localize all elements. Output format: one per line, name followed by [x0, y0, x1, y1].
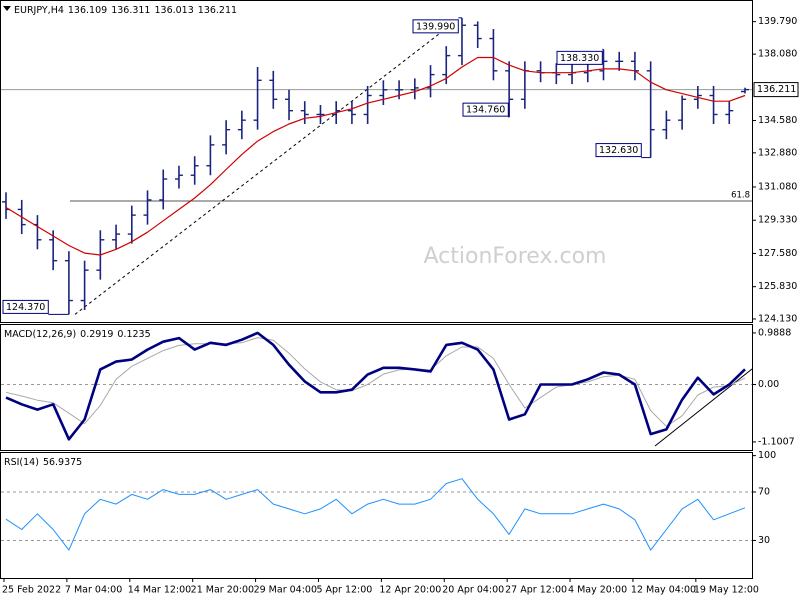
- y-tick-label: 132.880: [758, 147, 797, 158]
- panel-header: MACD(12,26,9) 0.2919 0.1235: [4, 329, 151, 340]
- annotation-label: 132.630: [599, 145, 638, 156]
- y-tick-label: 125.830: [758, 281, 797, 292]
- symbol-marker: [3, 6, 11, 11]
- rsi-panel: [0, 452, 753, 579]
- y-tick-label: 100: [758, 450, 776, 461]
- header-value: 136.013: [154, 5, 193, 16]
- header-value: 136.109: [68, 5, 107, 16]
- price-panel: [0, 0, 753, 323]
- current-price-box: [753, 82, 799, 98]
- macd-line: [5, 331, 746, 441]
- x-tick-label: 20 Apr 04:00: [442, 585, 504, 596]
- y-tick-label: 30: [758, 535, 770, 546]
- panel-header: EURJPY,H4 136.109 136.311 136.013 136.211: [14, 5, 237, 16]
- indicator-name: EURJPY,H4: [14, 5, 64, 16]
- x-tick-label: 5 Apr 12:00: [316, 585, 372, 596]
- header-value: 136.311: [111, 5, 150, 16]
- indicator-name: RSI(14): [4, 457, 39, 468]
- annotation-label: 139.990: [416, 21, 455, 32]
- x-tick-label: 14 Mar 12:00: [128, 585, 191, 596]
- y-tick-label: 124.130: [758, 313, 797, 324]
- annotation-box: [595, 143, 642, 158]
- x-tick-label: 19 May 12:00: [694, 585, 759, 596]
- header-value: 56.9375: [43, 457, 82, 468]
- moving-average: [5, 56, 746, 256]
- y-tick-label: 127.580: [758, 248, 797, 259]
- y-tick-label: 139.790: [758, 16, 797, 27]
- y-tick-label: 131.080: [758, 182, 797, 193]
- fib-level-label: 61.8: [731, 191, 750, 201]
- annotation-label: 138.330: [560, 53, 599, 64]
- x-tick-label: 12 May 04:00: [631, 585, 696, 596]
- y-tick-label: 70: [758, 486, 770, 497]
- x-tick-label: 21 Mar 20:00: [191, 585, 254, 596]
- macd-trendline: [654, 368, 753, 447]
- annotation-box: [462, 102, 509, 117]
- y-tick-label: 138.080: [758, 49, 797, 60]
- x-tick-label: 25 Feb 2022: [2, 585, 61, 596]
- annotation-box: [2, 299, 49, 314]
- y-tick-label: 0.00: [758, 379, 779, 390]
- panel-header: RSI(14) 56.9375: [4, 457, 82, 468]
- x-tick-label: 4 May 20:00: [568, 585, 627, 596]
- x-tick-label: 7 Mar 04:00: [65, 585, 122, 596]
- header-value: 0.2919: [80, 329, 113, 340]
- macd-panel: [0, 324, 753, 451]
- annotation-box: [412, 19, 459, 34]
- trendline: [74, 17, 461, 315]
- annotation-box: [556, 50, 603, 65]
- x-tick-label: 12 Apr 20:00: [379, 585, 441, 596]
- watermark: ActionForex.com: [424, 244, 607, 269]
- y-tick-label: -1.1007: [758, 436, 795, 447]
- header-value: 136.211: [198, 5, 237, 16]
- x-tick-label: 27 Apr 12:00: [505, 585, 567, 596]
- annotation-label: 134.760: [466, 105, 505, 116]
- x-tick-label: 29 Mar 04:00: [254, 585, 317, 596]
- indicator-name: MACD(12,26,9): [4, 329, 76, 340]
- y-tick-label: 129.330: [758, 215, 797, 226]
- y-tick-label: 0.9888: [758, 327, 791, 338]
- y-tick-label: 134.580: [758, 115, 797, 126]
- current-price-label: 136.211: [757, 84, 796, 95]
- header-value: 0.1235: [117, 329, 150, 340]
- annotation-label: 124.370: [6, 302, 45, 313]
- rsi-line: [5, 478, 746, 551]
